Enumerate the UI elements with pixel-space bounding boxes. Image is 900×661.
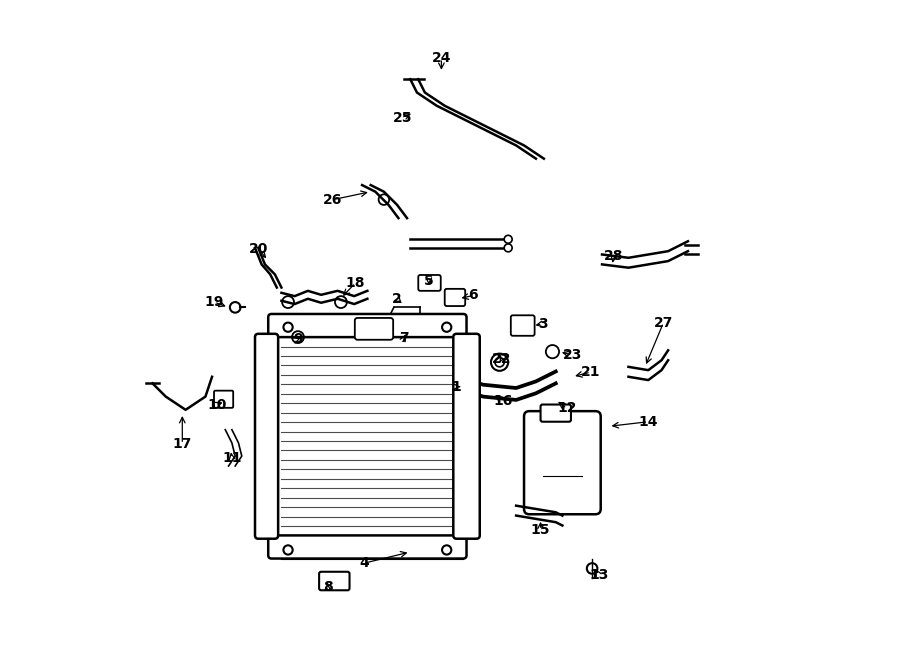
Text: 2: 2 xyxy=(392,292,402,306)
Text: 6: 6 xyxy=(468,288,478,303)
Text: 1: 1 xyxy=(452,379,462,394)
Text: 9: 9 xyxy=(293,332,302,346)
Text: 22: 22 xyxy=(491,352,511,366)
Text: 17: 17 xyxy=(173,437,192,451)
FancyBboxPatch shape xyxy=(454,334,480,539)
Text: 14: 14 xyxy=(639,414,658,429)
Text: 25: 25 xyxy=(392,110,412,125)
Text: 23: 23 xyxy=(562,348,582,362)
Text: 20: 20 xyxy=(248,242,268,256)
FancyBboxPatch shape xyxy=(255,334,278,539)
Text: 19: 19 xyxy=(204,295,224,309)
FancyBboxPatch shape xyxy=(541,405,571,422)
Text: 16: 16 xyxy=(493,394,513,408)
Text: 12: 12 xyxy=(557,401,577,416)
Text: 10: 10 xyxy=(208,397,227,412)
FancyBboxPatch shape xyxy=(355,318,393,340)
Text: 18: 18 xyxy=(346,276,365,290)
Text: 5: 5 xyxy=(424,274,434,288)
Text: 21: 21 xyxy=(581,365,600,379)
Text: 27: 27 xyxy=(653,315,673,330)
Text: 28: 28 xyxy=(604,249,624,263)
Text: 7: 7 xyxy=(399,331,409,346)
Text: 8: 8 xyxy=(323,580,333,594)
FancyBboxPatch shape xyxy=(268,314,466,337)
Text: 24: 24 xyxy=(432,51,451,65)
Text: 4: 4 xyxy=(359,556,369,570)
FancyBboxPatch shape xyxy=(268,535,466,559)
Text: 13: 13 xyxy=(589,568,608,582)
Text: 11: 11 xyxy=(222,451,241,465)
Text: 26: 26 xyxy=(323,192,343,207)
Text: 15: 15 xyxy=(531,523,550,537)
Text: 3: 3 xyxy=(537,317,547,331)
